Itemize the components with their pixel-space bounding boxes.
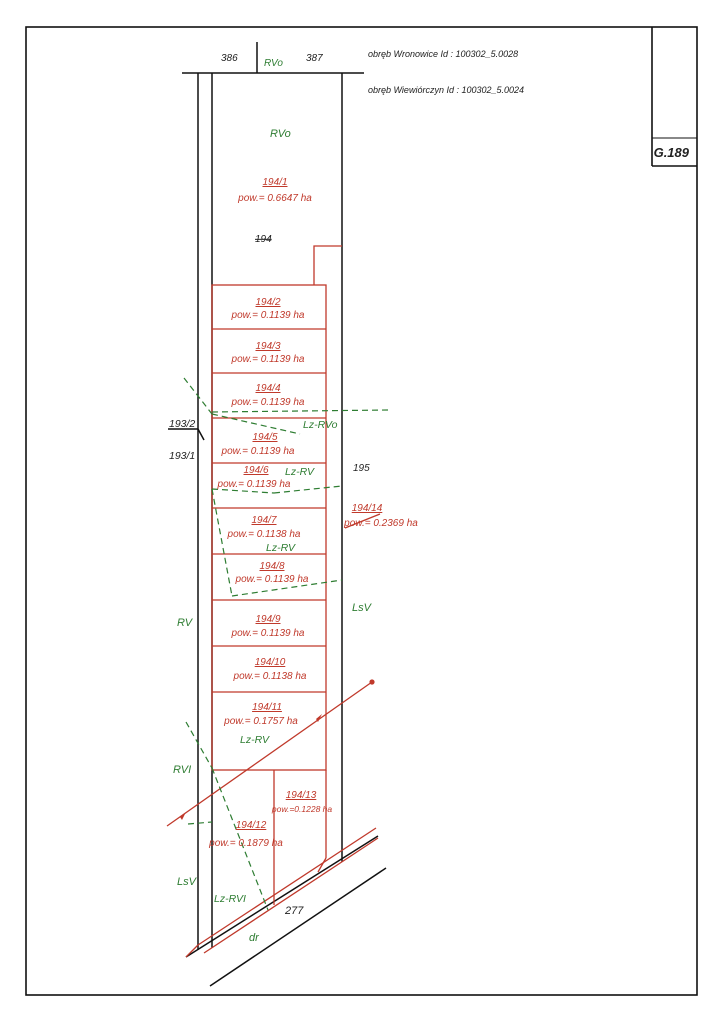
lots-194-2-to-194-11-outline bbox=[211, 284, 327, 771]
parcel-number: 194/6 bbox=[243, 465, 268, 476]
lot-south-boundary bbox=[197, 827, 377, 946]
neighbor-parcel-277: 277 bbox=[284, 905, 304, 917]
landuse-line-lz-rvo bbox=[211, 413, 301, 435]
sheet-frame bbox=[25, 26, 698, 996]
parcel-area: pow.= 0.1139 ha bbox=[231, 354, 305, 365]
landuse-line-rvi bbox=[185, 721, 213, 769]
parcel-number: 194/8 bbox=[259, 561, 284, 572]
land-use-lz-rv-3: Lz-RV bbox=[240, 734, 270, 746]
landuse-line-lsv bbox=[187, 821, 213, 825]
parcel-194-2: 194/2 pow.= 0.1139 ha bbox=[231, 297, 305, 321]
landuse-line-6b bbox=[273, 485, 343, 494]
original-parcel-number: 194 bbox=[255, 234, 272, 245]
parcel-194-6: 194/6 pow.= 0.1139 ha bbox=[217, 465, 291, 490]
parcel-number: 194/2 bbox=[255, 297, 280, 308]
land-use-lsv-left: LsV bbox=[177, 876, 198, 888]
parcel-number: 194/9 bbox=[255, 614, 280, 625]
parcel-194-4: 194/4 pow.= 0.1139 ha bbox=[231, 383, 305, 408]
parcel-area: pow.= 0.2369 ha bbox=[343, 518, 418, 529]
parcel-194-11: 194/11 pow.= 0.1757 ha bbox=[223, 702, 298, 727]
subdivision-lines bbox=[166, 245, 381, 958]
parcel-number: 194/11 bbox=[252, 702, 282, 713]
precinct-label-wiewiorczyn: obręb Wiewiórczyn Id : 100302_5.0024 bbox=[368, 85, 524, 95]
parcel-194-10: 194/10 pow.= 0.1138 ha bbox=[233, 657, 307, 682]
land-use-boundaries bbox=[183, 377, 389, 911]
power-line bbox=[166, 681, 373, 827]
parcel-number: 194/5 bbox=[252, 432, 277, 443]
road-edge-lower bbox=[209, 867, 387, 987]
land-use-rvo-top: RVo bbox=[264, 58, 283, 69]
landuse-line-west bbox=[211, 488, 233, 597]
parcel-number: 194/3 bbox=[255, 341, 280, 352]
land-use-lz-rv-2: Lz-RV bbox=[266, 542, 296, 554]
neighbor-parcel-386: 386 bbox=[221, 53, 238, 64]
parcel-number: 194/13 bbox=[286, 790, 317, 801]
land-use-lz-rvi: Lz-RVI bbox=[214, 893, 246, 905]
parcel-number: 194/12 bbox=[236, 820, 267, 831]
leader-194-14 bbox=[344, 513, 381, 529]
parcel-194-12: 194/12 pow.= 0.1879 ha bbox=[208, 820, 283, 849]
parcel-area: pow.= 0.1138 ha bbox=[227, 529, 301, 540]
parcel-area: pow.= 0.1879 ha bbox=[208, 838, 283, 849]
parcel-number: 194/10 bbox=[255, 657, 286, 668]
parcel-194-5: 194/5 pow.= 0.1139 ha bbox=[221, 432, 295, 457]
land-use-rvi: RVI bbox=[173, 764, 191, 776]
landuse-line-8 bbox=[231, 579, 343, 597]
neighbor-parcel-387: 387 bbox=[306, 53, 323, 64]
lot-194-13-corner bbox=[317, 857, 327, 873]
parcel-number: 194/14 bbox=[352, 503, 383, 514]
parcel-194-14: 194/14 pow.= 0.2369 ha bbox=[343, 503, 418, 529]
power-line-arrow-upper bbox=[316, 714, 322, 722]
power-line-end-marker bbox=[369, 679, 375, 685]
sheet-id: G.189 bbox=[654, 145, 690, 160]
parcel-area: pow.=0.1228 ha bbox=[271, 804, 333, 814]
land-use-lz-rv-1: Lz-RV bbox=[285, 466, 315, 478]
power-line-arrow-lower bbox=[180, 812, 186, 820]
leader-193-2-tip bbox=[197, 428, 205, 441]
parcel-area: pow.= 0.1139 ha bbox=[231, 397, 305, 408]
lot-194-1-notch bbox=[313, 245, 342, 285]
land-use-lz-rvo: Lz-RVo bbox=[303, 419, 338, 431]
parcel-194-13: 194/13 pow.=0.1228 ha bbox=[271, 790, 333, 814]
parcel-194-9: 194/9 pow.= 0.1139 ha bbox=[231, 614, 305, 639]
parcel-194-8: 194/8 pow.= 0.1139 ha bbox=[235, 561, 309, 585]
parcel-area: pow.= 0.1139 ha bbox=[231, 628, 305, 639]
parcel-number: 194/1 bbox=[262, 177, 287, 188]
parcel-area: pow.= 0.1757 ha bbox=[223, 716, 298, 727]
landuse-line-lz-rvi bbox=[211, 767, 269, 911]
parcel-194-1: 194/1 pow.= 0.6647 ha bbox=[237, 177, 312, 204]
parcel-194-7: 194/7 pow.= 0.1138 ha bbox=[227, 515, 301, 540]
landuse-line-6a bbox=[211, 488, 275, 494]
land-use-dr: dr bbox=[249, 932, 260, 944]
neighbor-parcel-193-2: 193/2 bbox=[169, 418, 195, 430]
parcel-number: 194/7 bbox=[251, 515, 276, 526]
neighbor-parcel-193-1: 193/1 bbox=[169, 450, 195, 462]
parcel-area: pow.= 0.1138 ha bbox=[233, 671, 307, 682]
landuse-line-rvo bbox=[211, 409, 389, 413]
parcel-area: pow.= 0.6647 ha bbox=[237, 193, 312, 204]
land-use-rvo: RVo bbox=[270, 128, 291, 140]
land-use-rv: RV bbox=[177, 617, 194, 629]
parcel-area: pow.= 0.1139 ha bbox=[217, 479, 291, 490]
road-edge-upper bbox=[185, 835, 379, 958]
precinct-label-wronowice: obręb Wronowice Id : 100302_5.0028 bbox=[368, 49, 518, 59]
parcel-area: pow.= 0.1139 ha bbox=[235, 574, 309, 585]
lot-south-boundary-2 bbox=[203, 837, 379, 954]
neighbor-parcel-195: 195 bbox=[353, 463, 370, 474]
land-use-lsv-right: LsV bbox=[352, 602, 373, 614]
parcel-194-3: 194/3 pow.= 0.1139 ha bbox=[231, 341, 305, 365]
landuse-line-nw bbox=[183, 377, 213, 415]
lot-south-corner bbox=[185, 944, 199, 958]
parcel-area: pow.= 0.1139 ha bbox=[231, 310, 305, 321]
parcel-area: pow.= 0.1139 ha bbox=[221, 446, 295, 457]
parcel-number: 194/4 bbox=[255, 383, 280, 394]
cadastral-boundaries bbox=[168, 42, 387, 987]
